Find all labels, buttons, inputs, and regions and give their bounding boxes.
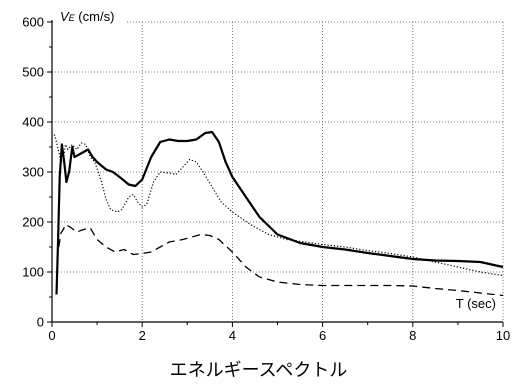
x-tick-label: 8 [409,328,416,343]
y-tick-label: 100 [22,265,44,280]
y-axis-label: VE (cm/s) [60,9,114,24]
series-group [53,130,504,297]
y-tick-label: 400 [22,115,44,130]
x-axis-label: T (sec) [456,296,496,311]
y-axis-label-subscript: E [69,13,76,23]
grid [52,21,504,322]
y-axis-label-background [55,10,127,24]
x-tick-label: 10 [496,328,510,343]
y-axis-label-main: V [60,9,70,24]
x-tick-label: 2 [139,328,146,343]
y-tick-label: 200 [22,215,44,230]
axes: 0 100 200 300 400 500 600 0 2 4 6 8 10 [22,15,510,344]
series-line-dashed [58,223,504,297]
x-axis-label-background [444,295,499,312]
x-tick-label: 6 [319,328,326,343]
x-tick-label: 0 [48,328,55,343]
y-tick-label: 0 [37,315,44,330]
y-tick-label: 600 [22,15,44,30]
y-tick-label: 500 [22,65,44,80]
series-line-solid [55,130,504,295]
series-line-dotted [53,134,504,277]
y-axis-label-unit: (cm/s) [75,9,115,24]
y-tick-label: 300 [22,165,44,180]
chart-caption: エネルギースペクトル [169,360,348,381]
x-tick-label: 4 [229,328,236,343]
